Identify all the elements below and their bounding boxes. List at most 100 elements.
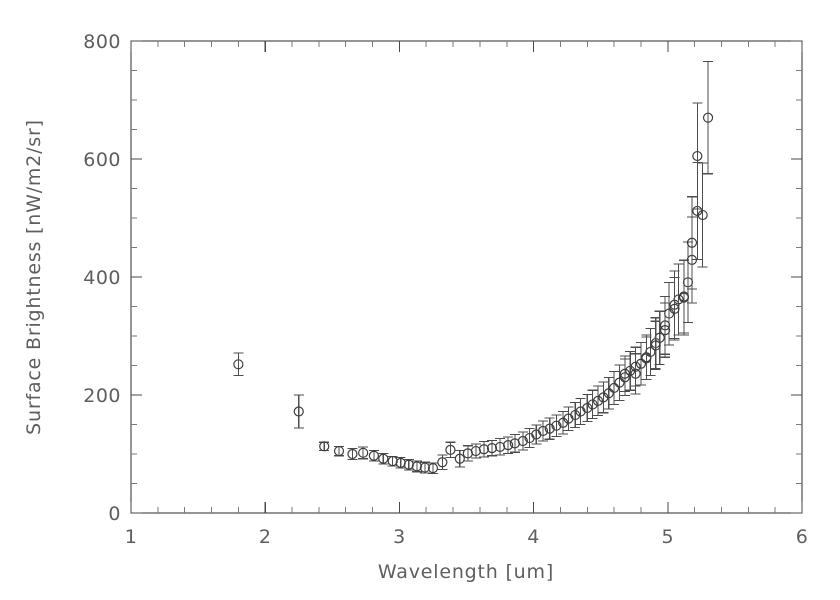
x-tick-label: 5 (662, 526, 675, 548)
y-tick-label: 800 (83, 31, 121, 53)
data-marker (387, 455, 398, 467)
data-marker (368, 450, 380, 461)
data-marker (702, 112, 714, 123)
y-tick-label: 400 (83, 267, 121, 289)
data-marker (503, 440, 514, 451)
data-marker (378, 453, 389, 464)
data-point (293, 394, 304, 429)
data-marker (470, 445, 481, 457)
data-point (368, 449, 380, 462)
data-point (630, 346, 641, 387)
data-marker (641, 353, 652, 364)
data-point (387, 455, 398, 467)
data-point (609, 370, 620, 405)
data-point (470, 443, 481, 459)
data-marker (454, 453, 465, 464)
y-tick-label: 600 (83, 149, 121, 171)
data-marker (437, 457, 448, 468)
data-point (641, 336, 652, 381)
data-point (692, 102, 703, 210)
data-point (570, 402, 581, 429)
data-point (445, 441, 456, 459)
data-marker (537, 425, 549, 437)
data-marker (517, 435, 528, 447)
data-point (347, 448, 358, 460)
data-point (427, 462, 439, 475)
data-point (524, 428, 535, 449)
data-marker (660, 325, 671, 336)
data-point (551, 414, 562, 437)
data-marker (233, 359, 244, 370)
data-marker (403, 459, 414, 470)
data-marker (592, 395, 604, 406)
data-marker (669, 303, 680, 314)
data-marker (630, 361, 641, 372)
data-series (619, 102, 703, 393)
data-marker (486, 443, 498, 454)
data-point (619, 355, 630, 393)
data-point (614, 364, 625, 401)
x-tick-label: 3 (393, 526, 406, 548)
data-marker (697, 209, 708, 221)
data-point (478, 441, 490, 458)
data-point (660, 302, 671, 358)
x-tick-label: 6 (796, 526, 809, 548)
data-marker (445, 444, 456, 455)
data-point (333, 445, 345, 457)
y-tick-label: 200 (83, 385, 121, 407)
data-marker (395, 457, 406, 468)
data-point (537, 420, 549, 442)
data-marker (686, 237, 698, 248)
data-point (454, 449, 465, 468)
data-marker (478, 444, 490, 455)
data-marker (544, 423, 555, 434)
plot-frame (130, 40, 803, 514)
data-point (686, 196, 698, 290)
data-marker (650, 340, 661, 351)
data-point (503, 436, 514, 454)
data-point (233, 352, 244, 377)
data-marker (614, 377, 625, 388)
data-marker (419, 462, 430, 473)
data-marker (570, 409, 581, 421)
data-marker (319, 441, 330, 452)
data-point (319, 441, 330, 452)
axis-ticks (130, 40, 803, 514)
data-point (697, 162, 708, 268)
data-marker (603, 388, 614, 399)
data-points-layer (233, 61, 714, 475)
data-point (403, 458, 414, 471)
data-point (378, 452, 389, 465)
data-point (517, 431, 528, 451)
data-marker (427, 463, 439, 474)
x-axis-title: Wavelength [um] (378, 561, 554, 583)
data-point (654, 310, 665, 365)
data-marker (411, 461, 422, 472)
data-point (669, 277, 680, 341)
data-point (587, 389, 598, 420)
data-marker (358, 447, 369, 458)
data-marker (678, 291, 690, 302)
data-marker (293, 406, 304, 417)
axis-tick-labels: 1 2 3 4 5 6 0 200 400 600 800 (83, 31, 808, 548)
axes-frame (130, 40, 803, 514)
data-marker (619, 368, 630, 379)
data-marker (635, 358, 647, 369)
data-point (702, 61, 714, 175)
data-marker (692, 150, 703, 162)
data-point (437, 454, 448, 470)
x-tick-label: 1 (125, 526, 138, 548)
data-marker (494, 441, 506, 453)
data-marker (347, 448, 358, 460)
data-point (395, 456, 406, 469)
data-point (582, 393, 593, 423)
y-axis-title: Surface Brightness [nW/m2/sr] (23, 119, 45, 435)
data-point (592, 385, 604, 417)
x-tick-label: 2 (259, 526, 272, 548)
data-marker (587, 399, 598, 410)
data-point (650, 320, 661, 371)
data-point (678, 259, 690, 334)
data-marker (609, 382, 620, 394)
